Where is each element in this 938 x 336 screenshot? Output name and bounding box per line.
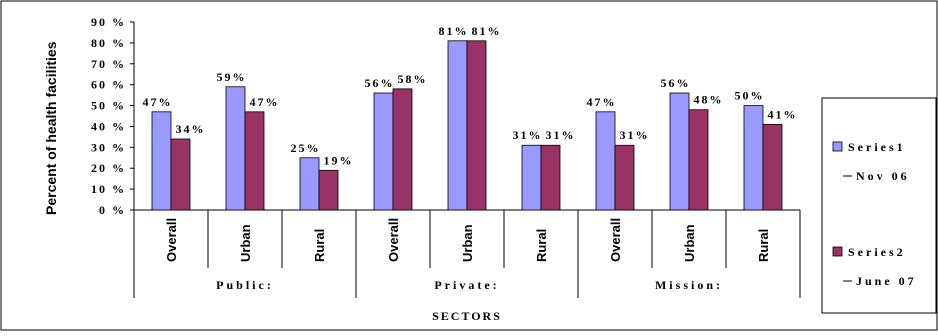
group-label: Mission: (655, 278, 723, 292)
category-label: Rural (756, 229, 771, 262)
y-tick-label: 10 % (91, 182, 126, 196)
y-tick-label: 40 % (91, 119, 126, 133)
bar-1 (669, 92, 690, 211)
data-label: 31% (620, 128, 650, 142)
category-label: Overall (608, 218, 623, 262)
bar-1 (151, 111, 172, 211)
y-tick-label: 80 % (91, 36, 126, 50)
data-label: 34% (176, 122, 206, 136)
data-label: 41% (768, 107, 798, 121)
bar-1 (521, 144, 542, 211)
legend-swatch-2 (832, 246, 843, 257)
bar-1 (447, 40, 468, 211)
data-label: 47% (143, 95, 173, 109)
bar-2 (762, 123, 783, 211)
legend-box (821, 97, 937, 314)
legend-series-name: Series1 (848, 140, 906, 154)
legend-series-subtitle: Nov 06 (856, 169, 910, 183)
data-label: 56% (365, 76, 395, 90)
bar-2 (614, 144, 635, 211)
y-tick-label: 0 % (99, 203, 126, 217)
data-labels: 47%59%25%56%81%31%47%56%50%34%47%19%58%8… (143, 24, 798, 168)
data-label: 31% (546, 128, 576, 142)
bar-2 (318, 169, 339, 211)
data-label: 81% (439, 24, 469, 38)
x-axis-label: SECTORS (432, 309, 502, 323)
legend-swatch-1 (832, 141, 843, 152)
category-label: Rural (312, 229, 327, 262)
data-label: 25% (291, 141, 321, 155)
bar-1 (595, 111, 616, 211)
category-label: Urban (460, 224, 475, 262)
bar-1 (299, 157, 320, 211)
category-label: Urban (238, 224, 253, 262)
bar-2 (244, 111, 265, 211)
data-label: 50% (735, 89, 765, 103)
data-label: 48% (694, 93, 724, 107)
bar-2 (688, 109, 709, 211)
bar-1 (373, 92, 394, 211)
data-label: 31% (513, 128, 543, 142)
data-label: 81% (472, 24, 502, 38)
legend-series-name: Series2 (848, 245, 906, 259)
category-label: Rural (534, 229, 549, 262)
y-tick-label: 20 % (91, 161, 126, 175)
bar-2 (540, 144, 561, 211)
data-label: 58% (398, 72, 428, 86)
y-tick-label: 90 % (91, 15, 126, 29)
data-label: 47% (587, 95, 617, 109)
data-label: 59% (217, 70, 247, 84)
data-label: 56% (661, 76, 691, 90)
bar-1 (225, 86, 246, 211)
category-label: Overall (386, 218, 401, 262)
y-tick-label: 50 % (91, 99, 126, 113)
category-axis: Overall Urban Rural Overall Urban Rural Overal… (133, 210, 801, 298)
legend-series-subtitle: June 07 (856, 274, 917, 288)
bar-2 (466, 40, 487, 211)
bar-2 (392, 88, 413, 211)
category-label: Urban (682, 224, 697, 262)
group-label: Private: (434, 278, 499, 292)
y-tick-label: 30 % (91, 140, 126, 154)
bar-1 (743, 105, 764, 211)
y-tick-label: 70 % (91, 57, 126, 71)
bars (151, 40, 783, 211)
group-label: Public: (216, 278, 274, 292)
category-label: Overall (164, 218, 179, 262)
legend: Series1 Nov 06 Series2 June 07 (821, 97, 937, 314)
y-axis-label: Percent of health facilities (43, 41, 59, 215)
data-label: 19% (324, 153, 354, 167)
data-label: 47% (250, 95, 280, 109)
y-tick-label: 60 % (91, 78, 126, 92)
bar-2 (170, 138, 191, 211)
